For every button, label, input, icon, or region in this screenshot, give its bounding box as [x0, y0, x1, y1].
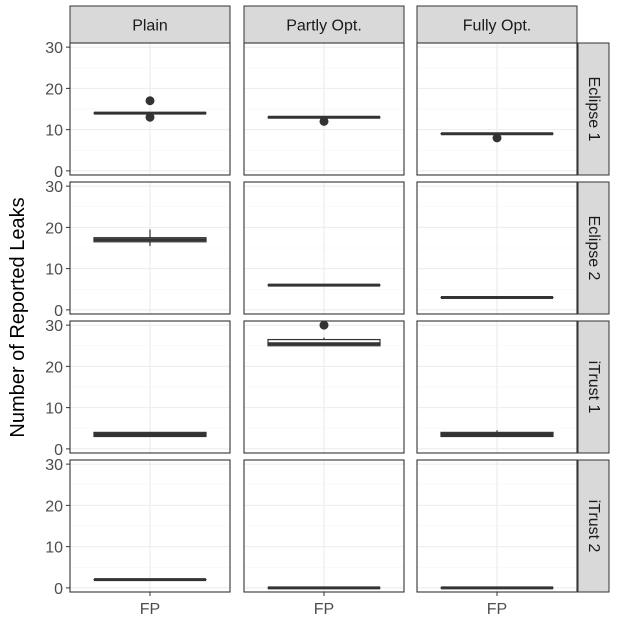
y-tick-label: 10 [45, 123, 63, 140]
row-strip-label: Eclipse 2 [585, 216, 602, 281]
panel-border [69, 42, 231, 176]
panel-itrust-1-partly-opt [243, 320, 405, 454]
y-tick-label: 10 [45, 262, 63, 279]
panel-border [243, 42, 405, 176]
panel-border [243, 459, 405, 593]
column-strip-label: Partly Opt. [286, 18, 362, 35]
x-tick-label: FP [487, 601, 507, 617]
boxplot-itrust-1-plain [93, 431, 207, 438]
panel-border [69, 320, 231, 454]
y-tick-label: 0 [54, 164, 63, 181]
outlier-point [145, 112, 155, 122]
y-tick-label: 10 [45, 401, 63, 418]
panel-eclipse-1-fully-opt [416, 42, 578, 176]
panel-itrust-1-plain [69, 320, 231, 454]
x-tick-label: FP [314, 601, 334, 617]
row-strip-eclipse-1 [577, 42, 610, 176]
panel-border [69, 181, 231, 315]
panel-eclipse-1-plain [69, 42, 231, 176]
boxplot-eclipse-1-fully-opt [440, 132, 554, 143]
panel-eclipse-2-plain [69, 181, 231, 315]
row-strip-label: iTrust 2 [585, 500, 602, 553]
panel-itrust-2-partly-opt [243, 459, 405, 593]
column-strip-plain [69, 5, 231, 44]
y-tick-label: 30 [45, 40, 63, 57]
row-strip-itrust-2 [577, 459, 610, 593]
y-tick-label: 30 [45, 457, 63, 474]
boxplot-eclipse-1-plain [93, 96, 207, 122]
column-strip-partly-opt [243, 5, 405, 44]
y-axis-label: Number of Reported Leaks [7, 197, 29, 437]
boxplot-eclipse-1-partly-opt [267, 115, 381, 126]
column-strip-label: Fully Opt. [463, 18, 531, 35]
panel-itrust-2-plain [69, 459, 231, 593]
panel-itrust-1-fully-opt [416, 320, 578, 454]
panel-border [416, 320, 578, 454]
panel-eclipse-2-partly-opt [243, 181, 405, 315]
outlier-point [319, 320, 329, 330]
boxplot-itrust-1-fully-opt [440, 430, 554, 438]
y-tick-label: 30 [45, 318, 63, 335]
row-strip-label: Eclipse 1 [585, 77, 602, 142]
panel-eclipse-1-partly-opt [243, 42, 405, 176]
y-tick-label: 20 [45, 220, 63, 237]
panel-border [243, 181, 405, 315]
row-strip-label: iTrust 1 [585, 361, 602, 414]
boxplot-eclipse-2-plain [93, 229, 207, 246]
panel-itrust-2-fully-opt [416, 459, 578, 593]
outlier-point [145, 96, 155, 106]
row-strip-itrust-1 [577, 320, 610, 454]
x-tick-label: FP [140, 601, 160, 617]
panel-border [416, 181, 578, 315]
facet-grid: Plain Partly Opt. Fully Opt. Eclipse 1 Eclip… [45, 5, 610, 617]
panel-border [69, 459, 231, 593]
panel-border [243, 320, 405, 454]
column-strip-label: Plain [132, 18, 168, 35]
panel-border [416, 459, 578, 593]
y-tick-label: 20 [45, 81, 63, 98]
boxplot-itrust-1-partly-opt [267, 320, 381, 347]
panel-eclipse-2-fully-opt [416, 181, 578, 315]
y-tick-label: 30 [45, 179, 63, 196]
panel-border [416, 42, 578, 176]
y-tick-label: 10 [45, 540, 63, 557]
y-tick-label: 20 [45, 359, 63, 376]
y-tick-label: 0 [54, 442, 63, 459]
outlier-point [492, 133, 502, 143]
outlier-point [319, 116, 329, 126]
row-strip-eclipse-2 [577, 181, 610, 315]
column-strip-fully-opt [416, 5, 578, 44]
y-tick-label: 0 [54, 303, 63, 320]
y-tick-label: 20 [45, 498, 63, 515]
y-tick-label: 0 [54, 581, 63, 598]
